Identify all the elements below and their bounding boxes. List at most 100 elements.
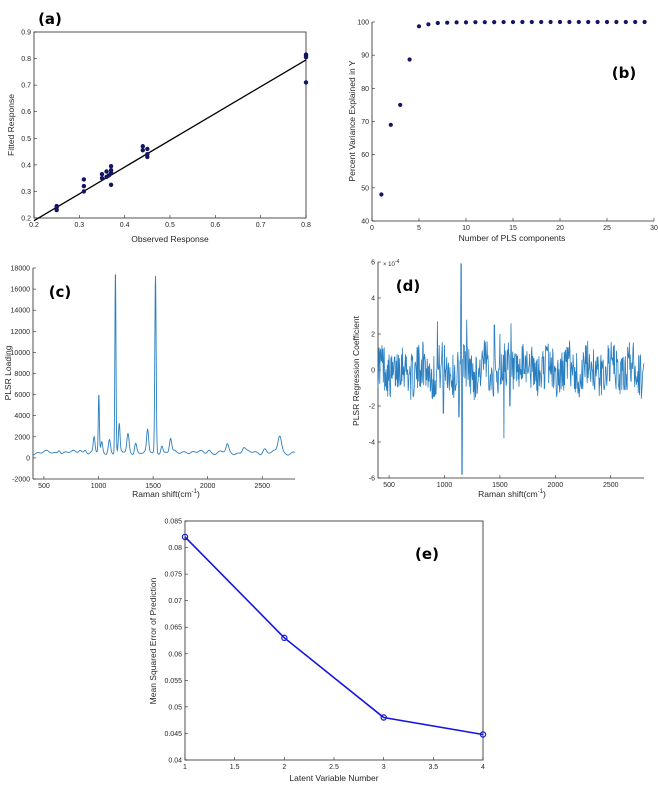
- data-point: [501, 19, 506, 25]
- data-point: [416, 24, 422, 29]
- x-axis-label-text: Raman shift(cm: [132, 489, 192, 499]
- data-point: [567, 19, 572, 25]
- x-tick-label: 0.8: [301, 222, 311, 229]
- y-tick-label: 16000: [11, 287, 31, 294]
- x-axis-label: Raman shift(cm-1): [478, 489, 546, 499]
- x-tick-label: 30: [650, 225, 658, 232]
- y-tick-label: 80: [361, 86, 369, 93]
- x-tick-label: 500: [38, 483, 50, 490]
- data-point: [54, 203, 59, 209]
- data-point: [510, 19, 516, 25]
- y-tick-label: 18000: [11, 266, 31, 273]
- data-point: [454, 20, 459, 25]
- data-point: [586, 19, 591, 25]
- y-tick-label: 90: [361, 53, 369, 60]
- data-point: [407, 57, 412, 62]
- y-tick-label: 0.085: [164, 519, 182, 526]
- x-tick-label: 2: [282, 764, 286, 771]
- data-point: [426, 22, 431, 27]
- y-tick-label: 0.04: [168, 758, 182, 765]
- data-point: [81, 189, 87, 194]
- x-tick-label: 0.7: [256, 222, 266, 229]
- x-tick-label: 500: [383, 482, 395, 489]
- coefficient-line: [377, 263, 645, 475]
- data-point: [557, 19, 563, 25]
- x-axis-label-text: Raman shift(cm: [478, 489, 538, 499]
- data-point: [140, 144, 145, 149]
- x-axis-label-end: ): [543, 489, 546, 499]
- panel-b: 0 5 10 15 20 25 30 40 50 60 70 80 90 100 Number of PLS…: [347, 20, 658, 244]
- y-tick-label: 0.075: [164, 572, 182, 579]
- data-point: [548, 19, 553, 25]
- panel-e: 1 1.5 2 2.5 3 3.5 4 0.04 0.045 0.05 0.055 0.06 0.065…: [148, 519, 487, 783]
- y-tick-label: 40: [361, 219, 369, 226]
- x-tick-label: 0.3: [74, 222, 84, 229]
- data-point: [539, 19, 544, 25]
- y-tick-label: 0: [26, 455, 30, 462]
- y-tick-label: 100: [357, 20, 369, 27]
- y-tick-label: -6: [369, 476, 375, 483]
- x-axis-label-text: Latent Variable Number: [289, 773, 378, 783]
- panel-d: 500 1000 1500 2000 2500 -6 -4 -2 0 2 4 6 Raman shift…: [351, 259, 645, 499]
- y-tick-label: 12000: [11, 329, 31, 336]
- data-point: [482, 20, 487, 25]
- data-point: [398, 102, 403, 108]
- x-tick-label: 0.2: [29, 222, 39, 229]
- data-point: [445, 20, 450, 25]
- y-tick-label: 0.7: [21, 83, 31, 90]
- x-tick-label: 0.4: [120, 222, 130, 229]
- data-point: [108, 167, 114, 173]
- x-axis-label: Observed Response: [131, 234, 209, 244]
- x-tick-label: 1000: [91, 483, 107, 490]
- y-axis-label: Mean Squared Error of Prediction: [148, 577, 158, 704]
- x-tick-label: 10: [462, 225, 470, 232]
- x-tick-label: 25: [603, 225, 611, 232]
- data-point: [81, 183, 87, 189]
- spectrum-line: [32, 273, 296, 456]
- data-point: [145, 152, 150, 157]
- data-point: [614, 19, 619, 25]
- data-point: [492, 19, 497, 25]
- x-tick-label: 1500: [492, 482, 508, 489]
- data-point: [388, 122, 393, 127]
- panel-label: (d): [396, 277, 420, 295]
- y-tick-label: 50: [361, 185, 369, 192]
- y-tick-label: 4: [371, 296, 375, 303]
- data-point: [181, 533, 189, 541]
- y-tick-label: 6000: [14, 392, 30, 399]
- data-point: [104, 169, 109, 174]
- y-tick-label: 0.055: [164, 678, 182, 685]
- y-tick-label: 60: [361, 152, 369, 159]
- y-tick-label: -2: [369, 404, 375, 411]
- y-tick-label: 0.045: [164, 731, 182, 738]
- data-point: [108, 163, 114, 169]
- y-tick-label: 6: [371, 260, 375, 267]
- data-point: [379, 192, 384, 197]
- data-point: [145, 146, 150, 152]
- data-point: [595, 19, 600, 25]
- x-tick-label: 2.5: [329, 764, 339, 771]
- x-tick-label: 2000: [200, 483, 216, 490]
- y-tick-label: 0.2: [21, 216, 31, 223]
- y-tick-label: 70: [361, 119, 369, 126]
- data-point: [81, 177, 87, 182]
- data-point: [604, 19, 610, 25]
- x-axis-label-text: Observed Response: [131, 234, 209, 244]
- y-tick-label: 0.07: [168, 598, 182, 605]
- y-tick-label: 14000: [11, 308, 31, 315]
- y-tick-label: -2000: [12, 477, 30, 484]
- data-point: [642, 19, 647, 25]
- x-tick-label: 4: [481, 764, 485, 771]
- x-tick-label: 20: [556, 225, 564, 232]
- y-tick-label: 0.8: [21, 56, 31, 63]
- x-tick-label: 1500: [145, 483, 161, 490]
- y-tick-label: 0.08: [168, 545, 182, 552]
- panel-a: 0.2 0.3 0.4 0.5 0.6 0.7 0.8 0.2 0.3 0.4 0.5 0.6 0.7 0…: [6, 10, 311, 244]
- y-tick-label: 10000: [11, 350, 31, 357]
- data-point: [576, 19, 581, 25]
- y-tick-label: 0.06: [168, 651, 182, 658]
- axis-multiplier-exponent: -4: [395, 259, 400, 265]
- x-tick-label: 2500: [254, 483, 270, 490]
- y-tick-label: 0: [371, 368, 375, 375]
